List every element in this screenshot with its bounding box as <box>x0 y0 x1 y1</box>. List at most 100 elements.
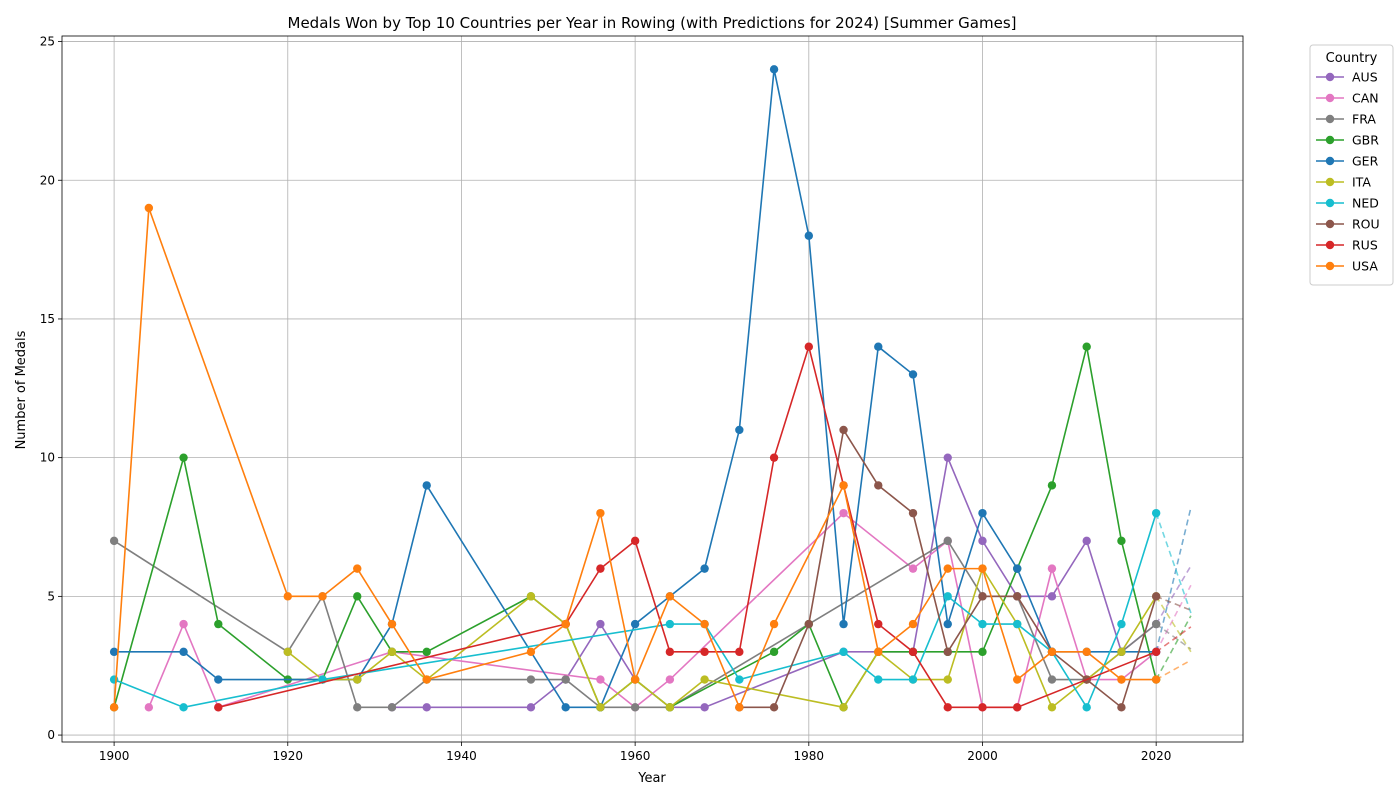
legend-label: GBR <box>1352 133 1379 148</box>
data-point <box>769 703 779 712</box>
data-point <box>1047 703 1057 712</box>
legend-label: USA <box>1352 259 1378 274</box>
data-point <box>665 619 675 629</box>
legend-marker <box>1325 72 1335 82</box>
data-point <box>1047 592 1057 601</box>
y-tick-label: 25 <box>40 35 55 49</box>
legend-marker <box>1325 177 1335 187</box>
prediction-line <box>1155 507 1192 653</box>
legend-marker <box>1325 198 1335 208</box>
y-tick-label: 15 <box>40 312 55 326</box>
data-point <box>596 619 605 629</box>
data-point <box>1013 564 1022 573</box>
x-tick-label: 1900 <box>99 749 130 763</box>
legend-marker <box>1325 114 1335 124</box>
legend-label: ROU <box>1352 217 1380 232</box>
legend-item-aus: AUS <box>1316 70 1378 85</box>
data-point <box>978 564 987 573</box>
data-point <box>1013 703 1022 712</box>
data-point <box>769 453 779 462</box>
legend-label: ITA <box>1352 175 1371 190</box>
legend: Country AUS CAN FRA GBR GER ITA NED ROU RUS USA <box>1309 44 1394 286</box>
data-point <box>630 675 640 684</box>
legend-label: GER <box>1352 154 1379 169</box>
data-point <box>735 675 744 684</box>
legend-title: Country <box>1326 51 1378 66</box>
data-point <box>596 703 605 712</box>
data-point <box>735 647 744 657</box>
series-rus <box>214 342 1192 712</box>
y-axis-label: Number of Medals <box>14 330 29 449</box>
x-axis-label: Year <box>637 771 666 786</box>
data-point <box>943 703 952 712</box>
data-point <box>665 647 675 657</box>
data-point <box>874 647 883 657</box>
data-point <box>839 647 848 657</box>
legend-item-can: CAN <box>1316 91 1379 106</box>
data-point <box>353 675 362 684</box>
legend-marker <box>1325 93 1335 103</box>
data-point <box>1151 508 1161 518</box>
data-point <box>109 675 119 684</box>
data-point <box>735 425 744 435</box>
legend-item-ita: ITA <box>1316 175 1371 190</box>
x-tick-label: 1940 <box>446 749 477 763</box>
chart-title: Medals Won by Top 10 Countries per Year … <box>288 14 1017 32</box>
data-point <box>908 564 918 573</box>
data-point <box>943 536 952 546</box>
data-point <box>1151 619 1161 629</box>
data-point <box>978 703 987 712</box>
data-point <box>839 508 848 518</box>
data-point <box>874 342 883 351</box>
data-point <box>1151 675 1161 684</box>
data-point <box>978 592 987 601</box>
data-point <box>596 564 605 573</box>
x-tick-label: 1920 <box>273 749 304 763</box>
data-point <box>839 425 848 435</box>
y-tick-label: 0 <box>47 728 55 742</box>
y-tick-label: 20 <box>40 173 55 187</box>
series-layer <box>109 65 1192 712</box>
data-point <box>387 703 397 712</box>
legend-label: CAN <box>1352 91 1379 106</box>
data-point <box>526 647 536 657</box>
data-point <box>804 619 814 629</box>
legend-marker <box>1325 261 1335 271</box>
data-point <box>1047 647 1057 657</box>
prediction-line <box>1155 626 1192 653</box>
data-point <box>700 647 709 657</box>
legend-item-usa: USA <box>1316 259 1378 274</box>
data-point <box>874 481 883 490</box>
data-point <box>700 564 709 573</box>
legend-item-rus: RUS <box>1316 238 1378 253</box>
data-point <box>978 647 987 657</box>
data-point <box>179 453 188 462</box>
prediction-line <box>1155 584 1192 653</box>
legend-label: RUS <box>1352 238 1378 253</box>
data-point <box>769 647 779 657</box>
x-tick-label: 1980 <box>794 749 825 763</box>
data-point <box>144 203 154 213</box>
data-point <box>700 703 709 712</box>
data-point <box>422 675 431 684</box>
axes: 1900 1920 1940 1960 1980 2000 2020 0 5 10 15 20 25 <box>40 35 1244 763</box>
data-point <box>839 703 848 712</box>
prediction-line <box>1155 615 1192 680</box>
data-point <box>630 536 640 546</box>
legend-marker <box>1325 156 1335 166</box>
data-point <box>596 675 605 684</box>
data-point <box>943 564 952 573</box>
data-point <box>943 453 952 462</box>
legend-item-ger: GER <box>1316 154 1379 169</box>
series-ita <box>283 564 1192 712</box>
legend-item-rou: ROU <box>1316 217 1380 232</box>
data-point <box>526 703 536 712</box>
data-point <box>318 592 327 601</box>
series-line <box>114 69 1157 709</box>
legend-marker <box>1325 240 1335 250</box>
plot-frame <box>61 35 1244 743</box>
data-point <box>978 536 987 546</box>
legend-item-ned: NED <box>1316 196 1379 211</box>
data-point <box>908 508 918 518</box>
